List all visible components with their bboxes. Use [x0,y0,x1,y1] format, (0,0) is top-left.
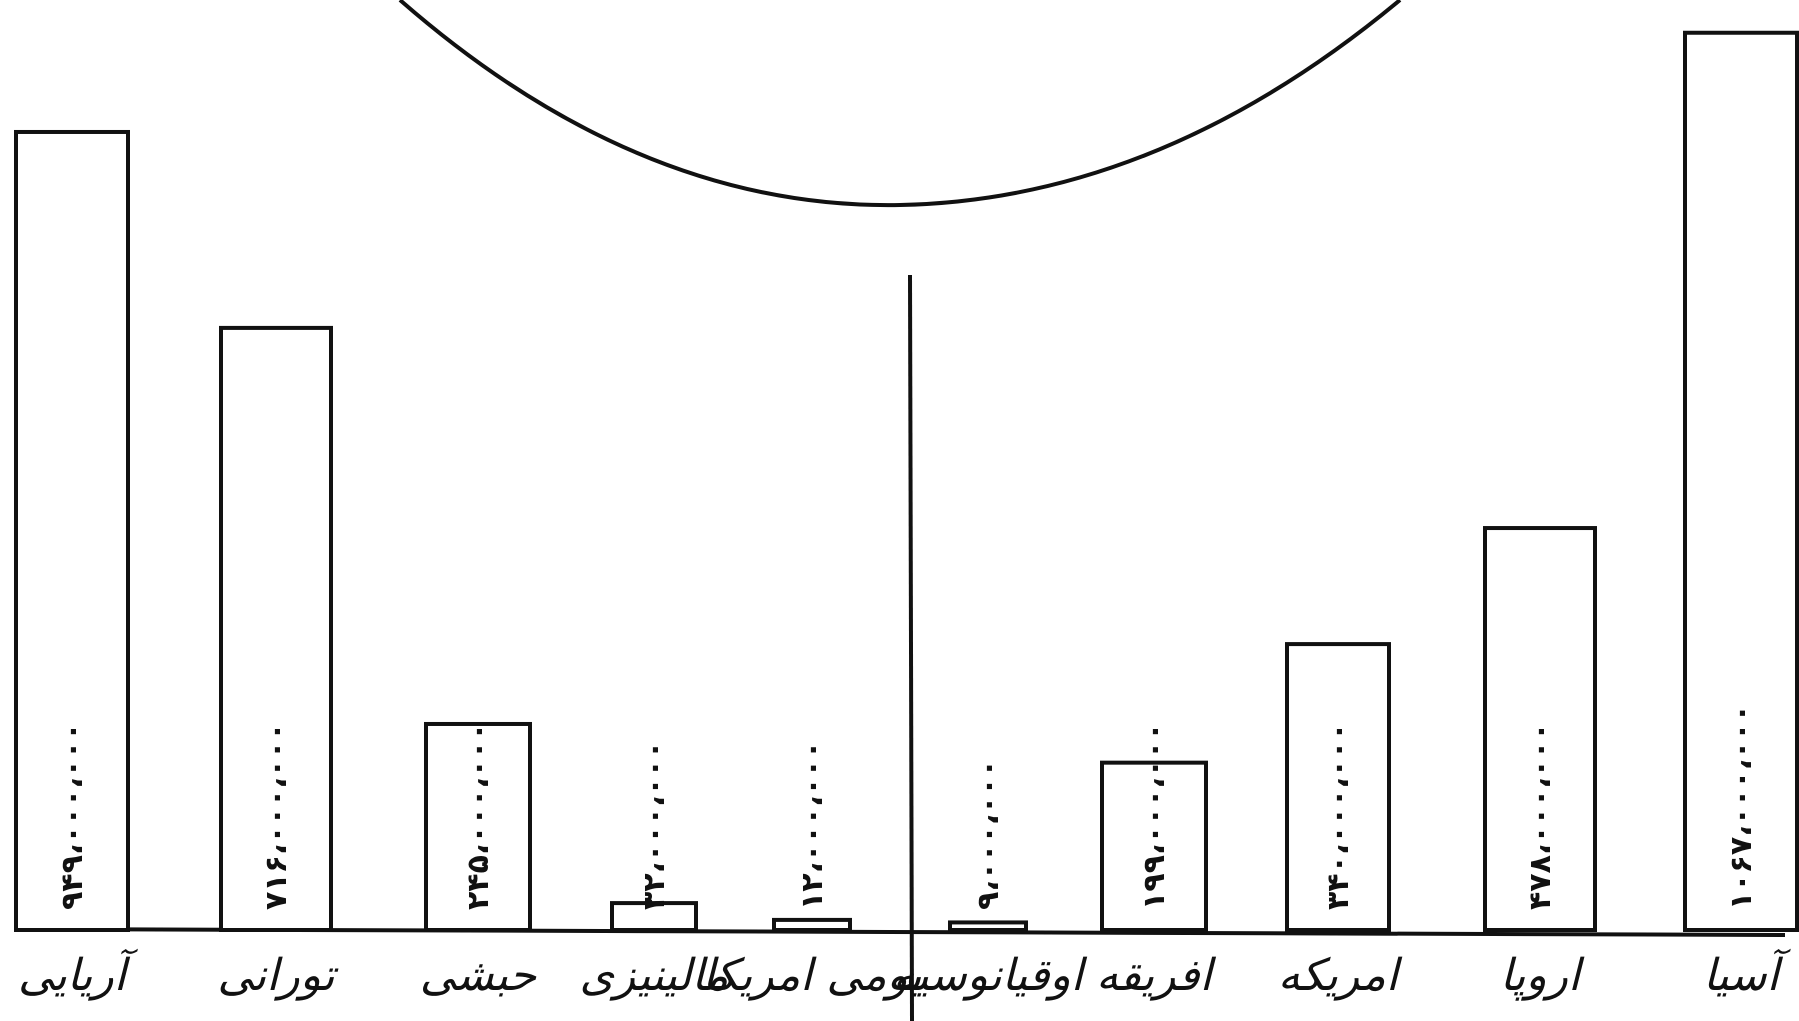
category-label: حبشی [420,950,537,1001]
bar [1285,642,1391,932]
circle-arc [398,0,1402,208]
bar [424,721,532,933]
bar [219,325,333,932]
category-label: تورانی [217,950,339,1001]
bar [1100,760,1208,933]
bar [1683,30,1799,932]
value-label: ۹۴۹،۰۰۰،۰۰۰ [55,722,90,910]
value-label: ۳۴۰،۰۰۰،۰۰۰ [1321,722,1356,910]
category-label: اوقیانوسیه [893,950,1088,1001]
category-label: مالینیزی [580,950,729,1001]
bar [14,129,130,932]
value-label: ۱۲،۰۰۰،۰۰۰ [795,741,830,910]
bar [948,920,1028,933]
category-label: بومی امریکا [702,950,921,1001]
bars-layer: ۹۴۹،۰۰۰،۰۰۰ آریایی ۷۱۶،۰۰۰،۰۰۰ تورانی ۲۴۵،۰۰… [14,30,1799,1001]
bar [610,901,698,932]
bar [1483,526,1597,933]
category-label: آسیا [1703,948,1792,1001]
category-label: آریایی [18,948,139,1001]
value-label: ۷۱۶،۰۰۰،۰۰۰ [259,722,294,910]
value-label: ۳۲،۰۰۰،۰۰۰ [637,741,672,910]
value-label: ۱۹۹،۰۰۰،۰۰۰ [1137,722,1172,910]
value-label: ۱۰۶۷،۰۰۰،۰۰۰ [1724,704,1759,910]
category-label: امریکه [1278,950,1403,1001]
group-divider [908,274,914,1021]
value-label: ۲۴۵،۰۰۰،۰۰۰ [461,722,496,910]
bar [772,917,852,933]
category-label: افریقه [1096,950,1216,1001]
value-label: ۹،۰۰۰،۰۰۰ [971,759,1006,910]
value-label: ۴۷۸،۰۰۰،۰۰۰ [1523,722,1558,910]
category-label: اروپا [1500,950,1585,1001]
